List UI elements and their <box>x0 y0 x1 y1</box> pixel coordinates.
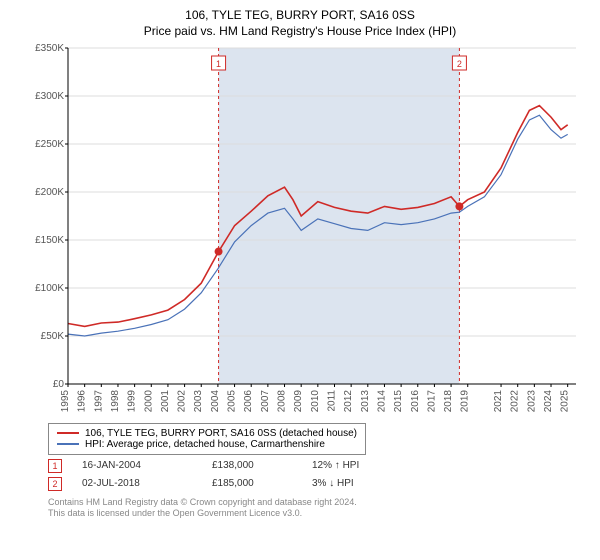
sale-date: 02-JUL-2018 <box>82 478 192 489</box>
svg-text:2010: 2010 <box>310 389 321 412</box>
sale-price: £138,000 <box>212 460 292 471</box>
sale-marker-2: 2 <box>48 477 62 491</box>
legend-row-2: HPI: Average price, detached house, Carm… <box>57 439 357 450</box>
sale-row: 1 16-JAN-2004 £138,000 12% ↑ HPI <box>48 459 590 473</box>
svg-text:2022: 2022 <box>510 389 521 412</box>
chart-title: 106, TYLE TEG, BURRY PORT, SA16 0SS <box>10 8 590 24</box>
svg-text:1998: 1998 <box>110 389 121 412</box>
svg-text:2003: 2003 <box>193 389 204 412</box>
sales-table: 1 16-JAN-2004 £138,000 12% ↑ HPI 2 02-JUL-201… <box>10 459 590 491</box>
svg-text:£150K: £150K <box>35 235 64 246</box>
svg-text:£50K: £50K <box>41 331 65 342</box>
svg-text:2006: 2006 <box>243 389 254 412</box>
svg-text:2000: 2000 <box>143 389 154 412</box>
chart-subtitle: Price paid vs. HM Land Registry's House … <box>10 24 590 38</box>
sale-date: 16-JAN-2004 <box>82 460 192 471</box>
sale-hpi: 12% ↑ HPI <box>312 460 402 471</box>
svg-text:2: 2 <box>457 59 462 69</box>
svg-text:2002: 2002 <box>177 389 188 412</box>
svg-text:£350K: £350K <box>35 43 64 54</box>
svg-text:2016: 2016 <box>410 389 421 412</box>
svg-text:2018: 2018 <box>443 389 454 412</box>
svg-text:1997: 1997 <box>93 389 104 412</box>
svg-text:2012: 2012 <box>343 389 354 412</box>
sale-row: 2 02-JUL-2018 £185,000 3% ↓ HPI <box>48 477 590 491</box>
svg-text:2017: 2017 <box>426 389 437 412</box>
legend-label-1: 106, TYLE TEG, BURRY PORT, SA16 0SS (det… <box>85 428 357 439</box>
footnote-line-1: Contains HM Land Registry data © Crown c… <box>48 497 357 507</box>
svg-text:2014: 2014 <box>376 389 387 412</box>
svg-text:2007: 2007 <box>260 389 271 412</box>
sale-marker-1: 1 <box>48 459 62 473</box>
svg-text:£250K: £250K <box>35 139 64 150</box>
svg-text:2019: 2019 <box>460 389 471 412</box>
svg-text:1995: 1995 <box>60 389 71 412</box>
svg-text:£200K: £200K <box>35 187 64 198</box>
svg-text:2025: 2025 <box>560 389 571 412</box>
svg-text:£100K: £100K <box>35 283 64 294</box>
sale-price: £185,000 <box>212 478 292 489</box>
chart-container: 106, TYLE TEG, BURRY PORT, SA16 0SS Pric… <box>0 0 600 560</box>
legend-swatch-2 <box>57 443 79 445</box>
svg-text:1996: 1996 <box>77 389 88 412</box>
footnote-line-2: This data is licensed under the Open Gov… <box>48 508 302 518</box>
plot-area: £0 £50K £100K £150K £200K £250K £300K £350K 1995… <box>20 42 580 417</box>
svg-text:2013: 2013 <box>360 389 371 412</box>
footnote: Contains HM Land Registry data © Crown c… <box>48 497 590 520</box>
svg-text:2021: 2021 <box>493 389 504 412</box>
svg-text:2008: 2008 <box>277 389 288 412</box>
legend-swatch-1 <box>57 432 79 434</box>
plot-svg: £0 £50K £100K £150K £200K £250K £300K £350K 1995… <box>20 42 580 417</box>
svg-text:2001: 2001 <box>160 389 171 412</box>
svg-text:2004: 2004 <box>210 389 221 412</box>
svg-text:£0: £0 <box>53 379 65 390</box>
svg-text:2015: 2015 <box>393 389 404 412</box>
svg-text:2023: 2023 <box>526 389 537 412</box>
legend: 106, TYLE TEG, BURRY PORT, SA16 0SS (det… <box>48 423 366 455</box>
sale-hpi: 3% ↓ HPI <box>312 478 402 489</box>
svg-text:1999: 1999 <box>127 389 138 412</box>
svg-text:£300K: £300K <box>35 91 64 102</box>
legend-row-1: 106, TYLE TEG, BURRY PORT, SA16 0SS (det… <box>57 428 357 439</box>
svg-text:2005: 2005 <box>227 389 238 412</box>
svg-text:1: 1 <box>216 59 221 69</box>
svg-text:2011: 2011 <box>326 389 337 411</box>
svg-text:2024: 2024 <box>543 389 554 412</box>
legend-label-2: HPI: Average price, detached house, Carm… <box>85 439 325 450</box>
svg-text:2009: 2009 <box>293 389 304 412</box>
